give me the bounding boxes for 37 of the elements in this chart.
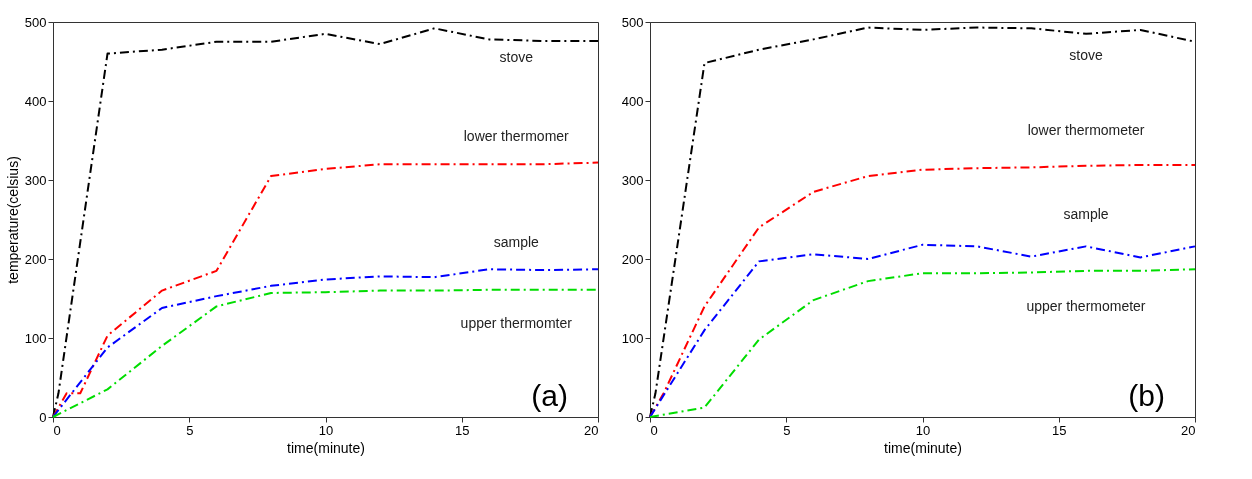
y-tick-label: 0 [39, 409, 47, 425]
x-tick-label: 5 [186, 422, 194, 438]
line-series [52, 161, 599, 418]
y-tick-label: 300 [621, 172, 644, 188]
y-tick-label: 200 [621, 251, 644, 267]
y-tick-label: 100 [621, 330, 644, 346]
series-label: upper thermomter [460, 314, 573, 331]
y-tick-label: 200 [24, 251, 47, 267]
series-label: stove [499, 49, 534, 66]
series-label: lower thermometer [1027, 122, 1145, 139]
line-series [52, 27, 599, 418]
x-tick-label: 15 [455, 422, 470, 438]
series-label: upper thermometer [1026, 298, 1146, 315]
y-axis-title: temperature(celsius) [4, 156, 21, 284]
y-tick-label: 400 [24, 93, 47, 109]
x-tick-label: 5 [783, 422, 791, 438]
x-tick-label: 0 [53, 422, 61, 438]
x-tick-label: 15 [1052, 422, 1067, 438]
y-tick-label: 300 [24, 172, 47, 188]
y-tick-label: 400 [621, 93, 644, 109]
annotation: (b) [1128, 379, 1165, 412]
series-label: sample [493, 234, 540, 251]
y-tick-label: 0 [636, 409, 644, 425]
x-tick-label: 20 [584, 422, 599, 438]
x-tick-label: 0 [650, 422, 658, 438]
x-axis-title: time(minute) [884, 439, 962, 456]
y-tick-label: 500 [621, 14, 644, 30]
annotation: (a) [531, 379, 568, 412]
x-tick-label: 20 [1181, 422, 1196, 438]
x-tick-label: 10 [915, 422, 931, 438]
x-axis-title: time(minute) [287, 439, 365, 456]
text: sample [1063, 205, 1109, 222]
series-label: stove [1069, 46, 1103, 63]
x-tick-label: 10 [318, 422, 334, 438]
y-tick-label: 100 [24, 330, 47, 346]
y-tick-label: 500 [24, 14, 47, 30]
series-label: lower thermomer [463, 127, 570, 144]
